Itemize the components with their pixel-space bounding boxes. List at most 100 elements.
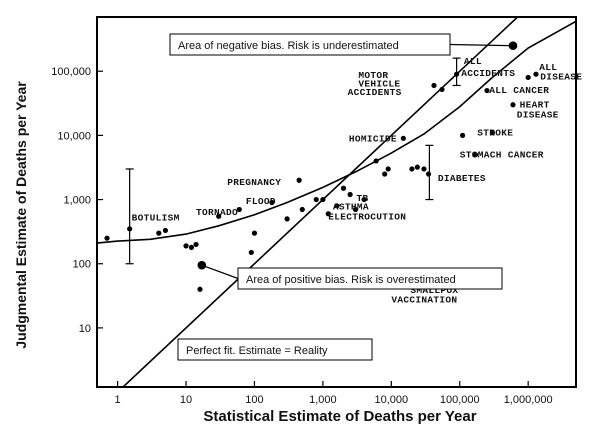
point-label-layer: BOTULISM TORNADO FLOOD PREGNANCY TBASTHMAELE… [132,56,582,305]
point-label: ACCIDENTS [348,87,402,98]
data-point [414,164,420,170]
data-point [269,199,275,206]
point-label: TB [357,193,369,204]
y-tick-label: 1,000 [63,195,91,207]
x-axis-title: Statistical Estimate of Deaths per Year [203,408,476,425]
data-point [248,249,254,256]
point-label: VEHICLE [358,78,400,89]
annotation-marker [197,260,207,270]
data-point [347,191,353,198]
point-label: DISEASE [517,110,559,121]
line-layer [97,17,576,387]
x-tick-label: 1 [115,394,121,406]
annotation-text: Area of positive bias. Risk is overestim… [246,274,456,286]
point-label: BOTULISM [132,213,180,224]
data-point [162,227,169,234]
data-point [193,241,199,248]
data-point [459,132,466,139]
data-point [489,130,495,136]
data-point [533,71,539,77]
fitted-curve [97,20,576,244]
tick-layer: 1 10 100 1,000 10,000 100,000 1,000,000 10 100 1,… [51,66,552,406]
data-point [299,206,305,213]
point-label: HEART [520,100,550,111]
perfect-fit-line [121,17,519,387]
data-point [425,171,432,177]
x-tick-label: 100 [245,394,263,406]
annotation-layer: Area of negative bias. Risk is underesti… [169,33,518,361]
annotation-box [177,338,373,361]
data-point [385,166,391,172]
annotation-marker [508,41,518,50]
data-point [325,211,331,217]
annotation-leader [449,43,514,47]
data-point [352,206,359,213]
data-point [472,152,479,158]
point-label: VACCINATION [391,294,457,305]
x-tick-label: 1,000 [309,394,337,406]
data-point [454,71,460,77]
data-point [421,166,427,172]
error-bar [125,168,134,265]
point-label: STROKE [477,127,513,138]
y-tick-label: 100,000 [51,66,91,78]
data-point [284,216,290,222]
point-label: FLOOD [246,196,276,207]
data-point [334,203,340,209]
annotation-leader [201,264,239,280]
annotation-callout: Area of negative bias. Risk is underesti… [169,33,518,56]
data-point [127,226,133,232]
point-label: ASTHMA [333,202,369,213]
data-point [183,243,189,249]
data-point [296,177,302,183]
data-point [431,82,437,89]
data-point [400,135,406,141]
data-point [251,230,258,236]
point-label: ALL [539,62,557,73]
error-bar-layer [125,57,461,265]
points-layer [104,71,539,292]
point-label: DISEASE [540,72,582,83]
data-point [361,196,367,203]
data-point [216,213,222,219]
y-tick-label: 10 [79,323,91,335]
data-point [382,171,388,177]
annotation-text: Area of negative bias. Risk is underesti… [178,40,399,52]
point-label: PREGNANCY [227,177,281,188]
annotation-callout: Area of positive bias. Risk is overestim… [197,260,503,290]
point-label: ALL CANCER [489,85,549,96]
data-point [320,196,326,203]
data-point [439,86,445,93]
point-label: TORNADO [196,207,238,218]
point-label: ALL [464,56,482,67]
data-point [525,74,531,81]
annotation-callout: Perfect fit. Estimate = Reality [177,338,373,361]
point-label: DIABETES [438,173,486,184]
annotation-box [237,267,503,290]
data-point [340,185,347,191]
x-tick-label: 1,000,000 [504,394,553,406]
data-point [409,166,415,172]
point-label: HOMICIDE [349,134,397,145]
point-label: MOTOR [358,70,388,81]
y-axis-title: Judgmental Estimate of Deaths per Year [13,81,29,349]
point-label: ELECTROCUTION [328,211,406,222]
x-tick-label: 10 [180,394,192,406]
y-tick-label: 10,000 [57,130,91,142]
data-point [510,102,516,108]
point-label: STOMACH CANCER [460,150,544,161]
point-label: SMALLPOX [410,285,458,296]
annotation-text: Perfect fit. Estimate = Reality [186,345,328,357]
annotation-box [169,33,451,56]
x-tick-label: 10,000 [374,394,408,406]
data-point [197,286,203,292]
x-tick-label: 100,000 [440,394,480,406]
plot-frame [96,16,577,388]
data-point [373,158,379,164]
data-point [156,230,162,236]
data-point [236,206,242,213]
data-point [104,235,110,241]
data-point [313,196,319,203]
point-label: ACCIDENTS [461,68,515,79]
